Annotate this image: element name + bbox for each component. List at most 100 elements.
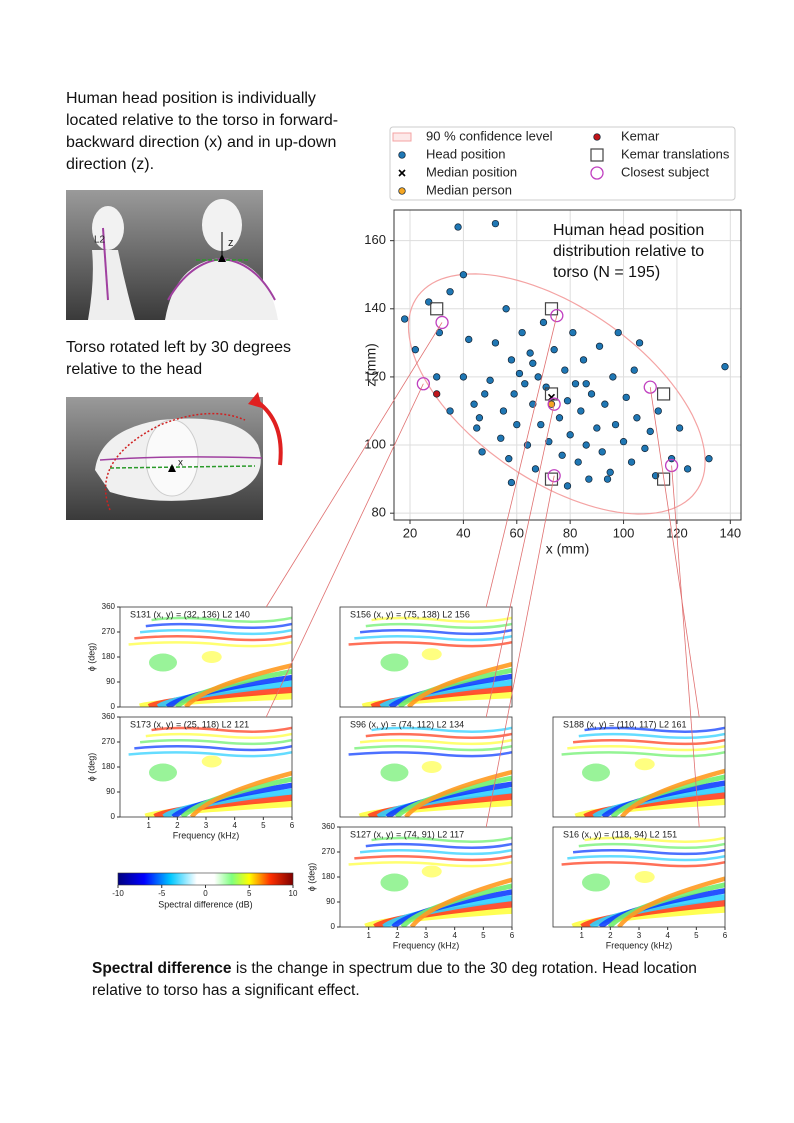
- heat-ripple: [561, 861, 725, 868]
- panel-title: S173 (x, y) = (25, 118) L2 121: [130, 719, 249, 729]
- point: [656, 472, 671, 486]
- heat-ripple: [578, 842, 725, 850]
- x-tick-label: 3: [204, 821, 209, 830]
- point: [579, 356, 588, 364]
- x-tick-label: 140: [719, 525, 741, 540]
- heat-ripple: [151, 616, 292, 623]
- spectrogram-panel: S16 (x, y) = (118, 94) L2 151 1 2 3 4 5 6 Frequ…: [552, 826, 728, 950]
- x-tick-label: 40: [456, 525, 470, 540]
- heatmap: [128, 616, 292, 707]
- point: [505, 455, 513, 463]
- point: [526, 349, 534, 357]
- heat-ripple: [139, 628, 292, 636]
- heat-ripple: [139, 738, 292, 746]
- heat-ripple: [134, 744, 292, 752]
- legend-label: Kemar: [621, 128, 660, 143]
- point: [619, 437, 628, 446]
- panel-frame: [339, 716, 513, 818]
- heat-ripple: [151, 726, 292, 733]
- point: [598, 448, 606, 456]
- point: [465, 335, 473, 344]
- point: [646, 427, 654, 436]
- heat-ripple: [348, 751, 512, 758]
- heat-blob: [421, 865, 442, 878]
- legend-marker: [590, 148, 604, 162]
- heat-ripple: [365, 622, 512, 630]
- heat-ripple: [145, 622, 292, 630]
- connector: [649, 387, 700, 718]
- point: [446, 407, 454, 415]
- caption: Spectral difference is the change in spe…: [92, 958, 722, 1002]
- point: [499, 407, 508, 415]
- point: [601, 400, 609, 408]
- point: [510, 390, 518, 398]
- point: [633, 414, 641, 422]
- heat-ripple: [354, 744, 512, 752]
- x-axis-label: Frequency (kHz): [393, 940, 460, 950]
- heat-band: [619, 768, 725, 817]
- legend-marker: [398, 169, 406, 177]
- legend-marker: [398, 151, 406, 159]
- legend-box: [389, 126, 736, 201]
- colorbar-tick-label: 5: [247, 889, 252, 898]
- point: [470, 400, 478, 408]
- heat-ripple: [567, 744, 725, 752]
- point: [542, 383, 550, 391]
- point: [502, 305, 510, 313]
- heat-blob: [201, 651, 222, 663]
- point: [507, 356, 516, 364]
- point: [609, 373, 617, 381]
- point: [571, 380, 580, 388]
- point: [513, 420, 521, 429]
- point: [595, 342, 604, 350]
- y-tick-label: 100: [364, 436, 386, 451]
- y-tick-label: 140: [364, 300, 386, 315]
- legend-marker: [593, 133, 601, 141]
- x-tick-label: 2: [608, 931, 613, 940]
- point: [705, 455, 713, 463]
- spectrogram-panel: S131 (x, y) = (32, 136) L2 140 0 90 180 270 3…: [86, 602, 293, 711]
- x-tick-label: 5: [481, 931, 486, 940]
- y-axis-label: ϕ (deg): [86, 643, 96, 672]
- legend-label: Median position: [426, 164, 517, 179]
- colorbar-label: Spectral difference (dB): [158, 899, 252, 909]
- point: [585, 475, 593, 483]
- heat-ripple: [359, 848, 512, 856]
- point: [478, 448, 486, 456]
- point: [630, 366, 638, 374]
- point: [643, 380, 657, 394]
- point: [416, 377, 431, 391]
- rotation-note: Torso rotated left by 30 degrees relativ…: [66, 339, 292, 378]
- point: [614, 328, 622, 337]
- connector: [485, 404, 555, 718]
- heat-ripple: [354, 854, 512, 862]
- torso-illustration: x: [66, 392, 283, 520]
- y-tick-label: 120: [364, 368, 386, 383]
- heat-ripple: [572, 848, 725, 856]
- heat-blob: [380, 653, 409, 672]
- legend-label: Head position: [426, 146, 506, 161]
- point: [435, 315, 449, 330]
- panel-title: S16 (x, y) = (118, 94) L2 151: [563, 829, 677, 839]
- heat-band: [617, 876, 725, 927]
- legend-label: Kemar translations: [621, 146, 730, 161]
- point: [534, 373, 542, 381]
- heat-ripple: [371, 836, 512, 843]
- heat-ripple: [584, 726, 725, 733]
- heat-band: [409, 877, 512, 927]
- panel-title: S127 (x, y) = (74, 91) L2 117: [350, 829, 464, 839]
- point: [563, 482, 572, 490]
- x-tick-label: 6: [510, 931, 515, 940]
- y-tick-label: 90: [106, 677, 115, 686]
- point: [521, 380, 529, 388]
- heat-ripple: [567, 854, 725, 862]
- y-tick-label: 360: [102, 602, 116, 611]
- colorbar-tick-label: 0: [203, 889, 208, 898]
- colorbar-tick-label: -10: [112, 889, 124, 898]
- x-axis-label: x (mm): [546, 541, 590, 557]
- x-axis-label: Frequency (kHz): [173, 830, 240, 840]
- point: [547, 397, 561, 411]
- point: [529, 400, 537, 408]
- y-axis-label: z (mm): [363, 343, 379, 387]
